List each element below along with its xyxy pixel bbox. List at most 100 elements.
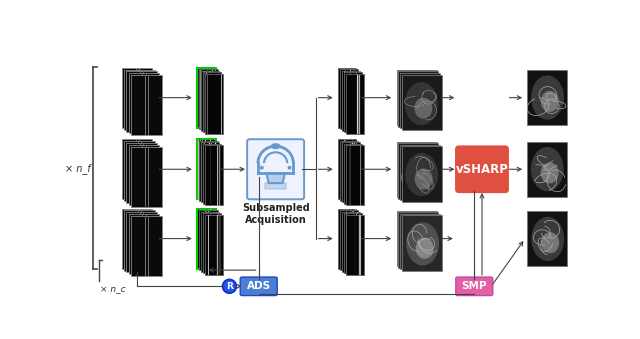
Ellipse shape [410,167,428,188]
Bar [338,208,356,268]
Bar [340,69,358,129]
Text: × n_f: × n_f [65,163,91,174]
Bar [131,75,162,135]
Bar [126,143,157,203]
Bar [199,141,218,201]
FancyBboxPatch shape [247,139,304,199]
Bar [205,145,223,205]
Bar [342,212,360,272]
Polygon shape [266,173,285,183]
Ellipse shape [413,96,431,118]
Bar [124,69,155,129]
Ellipse shape [531,217,564,261]
Ellipse shape [406,222,439,265]
Bar [197,208,216,268]
Bar [401,73,440,128]
Bar [403,75,442,130]
Bar [399,213,438,268]
Bar [131,147,162,207]
Ellipse shape [409,233,427,254]
FancyBboxPatch shape [456,277,493,296]
Bar [346,145,364,205]
Text: × n_c: × n_c [100,285,125,294]
Bar [342,142,360,202]
Circle shape [223,279,236,293]
Bar [346,74,364,134]
Bar [197,67,216,128]
Text: R: R [226,282,233,291]
Ellipse shape [413,94,431,115]
Bar [199,69,218,129]
Bar [527,211,568,266]
Bar [129,214,159,274]
Ellipse shape [541,91,559,112]
Bar [401,145,440,200]
Text: Subsampled
Acquisition: Subsampled Acquisition [242,203,310,225]
Bar [131,216,162,276]
Bar [197,139,216,199]
Bar [201,212,220,272]
Bar [340,141,358,201]
Circle shape [287,166,291,170]
Ellipse shape [415,168,433,190]
Ellipse shape [415,238,434,259]
Ellipse shape [401,151,433,195]
Bar [126,72,157,132]
Bar [199,210,218,270]
Bar [342,71,360,131]
Ellipse shape [411,94,429,115]
Ellipse shape [405,82,438,125]
Bar [399,72,438,127]
Ellipse shape [404,221,437,265]
Ellipse shape [404,81,437,124]
Bar [122,67,152,128]
Bar [397,142,436,197]
Bar [403,216,442,271]
Bar [397,211,436,266]
Bar [122,139,152,199]
Bar [346,215,364,275]
Bar [122,208,152,268]
Bar [129,74,159,134]
Bar [399,143,438,199]
Circle shape [260,166,264,170]
FancyBboxPatch shape [455,145,509,193]
Text: vSHARP: vSHARP [456,163,508,176]
Bar [344,72,362,132]
Bar [126,213,157,273]
Bar [403,146,442,202]
Bar [124,141,155,201]
Bar [201,71,220,131]
Ellipse shape [403,79,436,122]
Bar [338,67,356,128]
Ellipse shape [541,232,559,253]
Ellipse shape [399,217,432,260]
FancyBboxPatch shape [240,277,277,296]
Bar [205,74,223,134]
Bar [344,213,362,273]
Ellipse shape [399,148,432,191]
Ellipse shape [541,162,559,183]
Bar [203,144,221,204]
Bar [124,211,155,271]
Bar [205,215,223,275]
Ellipse shape [412,168,430,189]
Ellipse shape [403,152,435,196]
Bar [340,210,358,270]
Bar [401,214,440,270]
Ellipse shape [410,236,428,257]
Ellipse shape [409,163,427,184]
Ellipse shape [414,98,433,119]
Ellipse shape [401,221,434,264]
Ellipse shape [401,78,435,122]
Text: SMP: SMP [461,281,487,291]
Ellipse shape [531,75,564,120]
Bar [527,142,568,197]
Bar [338,139,356,199]
Bar [527,70,568,125]
Bar [203,213,221,273]
Ellipse shape [531,147,564,191]
Text: ADS: ADS [246,281,271,291]
Bar [201,142,220,202]
Ellipse shape [405,153,438,196]
